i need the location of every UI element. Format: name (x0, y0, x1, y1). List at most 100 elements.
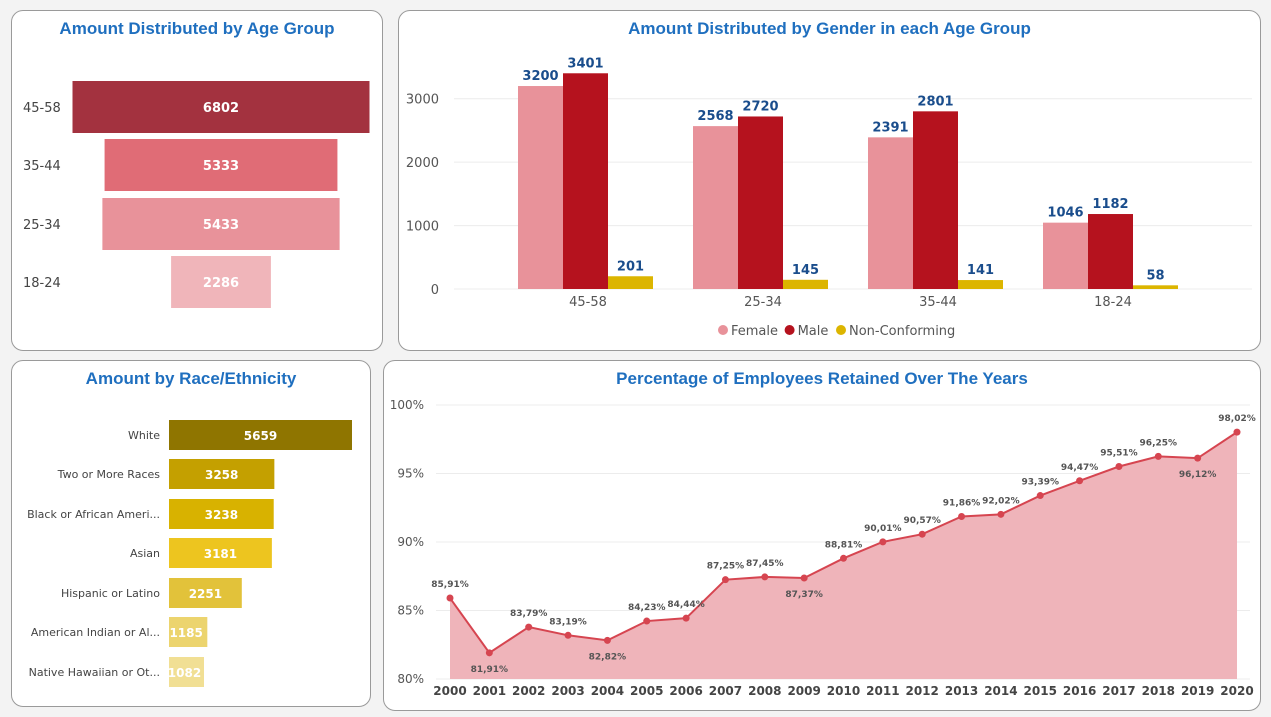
y-tick-label: 90% (397, 535, 424, 549)
x-tick-label: 2011 (866, 684, 899, 698)
retention-point (1036, 492, 1044, 500)
funnel-category-label: 35-44 (23, 159, 61, 174)
bar-female-45-58 (518, 86, 563, 290)
bar-male-35-44 (913, 111, 958, 289)
retention-point (643, 617, 651, 625)
race-bar (169, 657, 204, 687)
y-tick-label: 95% (397, 467, 424, 481)
funnel-category-label: 45-58 (23, 101, 61, 116)
legend-label: Non-Conforming (849, 324, 955, 339)
legend-marker-female (718, 325, 728, 335)
race-chart: 5659 White 3258 Two or More Races 3238 Black … (27, 420, 352, 687)
retention-point (1076, 477, 1084, 485)
retention-value-label: 88,81% (825, 540, 863, 550)
race-category-label: White (128, 429, 160, 442)
bar-non-conforming-45-58 (608, 276, 653, 289)
retention-point (918, 530, 926, 538)
retention-value-label: 95,51% (1100, 449, 1138, 459)
x-tick-label: 2019 (1181, 684, 1214, 698)
x-tick-label: 2017 (1102, 684, 1135, 698)
y-tick-label: 1000 (406, 220, 439, 235)
y-tick-label: 0 (431, 283, 439, 298)
legend-label: Female (731, 324, 778, 339)
bar-value-label: 201 (617, 259, 644, 274)
retention-point (800, 574, 808, 582)
x-tick-label: 2005 (630, 684, 663, 698)
age-group-chart: 6802 45-58 5333 35-44 5433 25-34 2286 18-24 (23, 81, 370, 308)
retention-value-label: 90,57% (903, 516, 941, 526)
bar-value-label: 1182 (1092, 197, 1128, 212)
retention-value-label: 96,25% (1140, 438, 1178, 448)
retention-value-label: 91,86% (943, 499, 981, 509)
retention-value-label: 93,39% (1022, 478, 1060, 488)
x-tick-label: 35-44 (919, 295, 957, 310)
retention-value-label: 96,12% (1179, 470, 1217, 480)
x-tick-label: 2009 (787, 684, 820, 698)
y-tick-label: 3000 (406, 93, 439, 108)
x-tick-label: 25-34 (744, 295, 782, 310)
funnel-bar-25-34 (102, 198, 340, 250)
race-category-label: Hispanic or Latino (61, 587, 160, 600)
race-panel: Amount by Race/Ethnicity 5659 White 3258 Tw… (11, 360, 371, 707)
legend-marker-male (784, 325, 795, 335)
x-tick-label: 2004 (591, 684, 624, 698)
race-bar (169, 578, 242, 608)
retention-value-label: 85,91% (431, 580, 469, 590)
gender-age-chart: 0 1000 2000 3000 3200 3401 201 45-58 2568 2720 145… (406, 56, 1252, 339)
funnel-value-label: 6802 (203, 101, 239, 116)
bar-male-45-58 (563, 73, 608, 289)
y-tick-label: 2000 (406, 156, 439, 171)
x-tick-label: 2018 (1142, 684, 1175, 698)
retention-panel: Percentage of Employees Retained Over Th… (383, 360, 1261, 711)
legend-marker-non-conforming (836, 325, 846, 335)
bar-female-18-24 (1043, 222, 1088, 289)
retention-point (1115, 463, 1123, 471)
bar-female-35-44 (868, 137, 913, 289)
x-tick-label: 45-58 (569, 295, 607, 310)
bar-value-label: 58 (1146, 268, 1164, 283)
x-tick-label: 2010 (827, 684, 860, 698)
retention-value-label: 92,02% (982, 496, 1020, 506)
x-tick-label: 2020 (1220, 684, 1253, 698)
retention-chart: 80% 85% 90% 95% 100% 85,91% 2000 81,91% 2001 83,7… (390, 398, 1256, 698)
x-tick-label: 2008 (748, 684, 781, 698)
race-category-label: Two or More Races (57, 468, 161, 481)
funnel-bar-18-24 (171, 256, 271, 308)
retention-value-label: 98,02% (1218, 414, 1256, 424)
x-tick-label: 2006 (669, 684, 702, 698)
bar-value-label: 2391 (872, 120, 908, 135)
bar-value-label: 3401 (567, 56, 603, 71)
x-tick-label: 2001 (473, 684, 506, 698)
retention-point (1194, 454, 1202, 462)
race-value-label: 2251 (189, 587, 222, 601)
retention-point (485, 649, 493, 657)
funnel-value-label: 5333 (203, 159, 239, 174)
race-bar (169, 538, 272, 568)
age-group-title: Amount Distributed by Age Group (59, 19, 335, 38)
retention-point (682, 614, 690, 622)
bar-value-label: 2801 (917, 94, 953, 109)
race-bar (169, 420, 352, 450)
x-tick-label: 2015 (1024, 684, 1057, 698)
x-tick-label: 2012 (905, 684, 938, 698)
retention-value-label: 87,25% (707, 562, 745, 572)
bar-value-label: 1046 (1047, 206, 1083, 221)
retention-point (997, 510, 1005, 518)
retention-point (1154, 452, 1162, 460)
y-tick-label: 85% (397, 604, 424, 618)
x-tick-label: 2014 (984, 684, 1017, 698)
funnel-bar-45-58 (72, 81, 370, 133)
bar-value-label: 2720 (742, 99, 778, 114)
race-category-label: Native Hawaiian or Ot... (29, 666, 160, 679)
retention-value-label: 82,82% (589, 652, 627, 662)
race-value-label: 1082 (168, 666, 201, 680)
x-tick-label: 2016 (1063, 684, 1096, 698)
race-value-label: 3181 (204, 547, 237, 561)
retention-value-label: 90,01% (864, 524, 902, 534)
retention-value-label: 94,47% (1061, 463, 1099, 473)
race-value-label: 1185 (169, 626, 202, 640)
retention-point (1233, 428, 1241, 436)
retention-area (450, 432, 1237, 679)
retention-value-label: 87,45% (746, 559, 784, 569)
bar-male-25-34 (738, 116, 783, 289)
